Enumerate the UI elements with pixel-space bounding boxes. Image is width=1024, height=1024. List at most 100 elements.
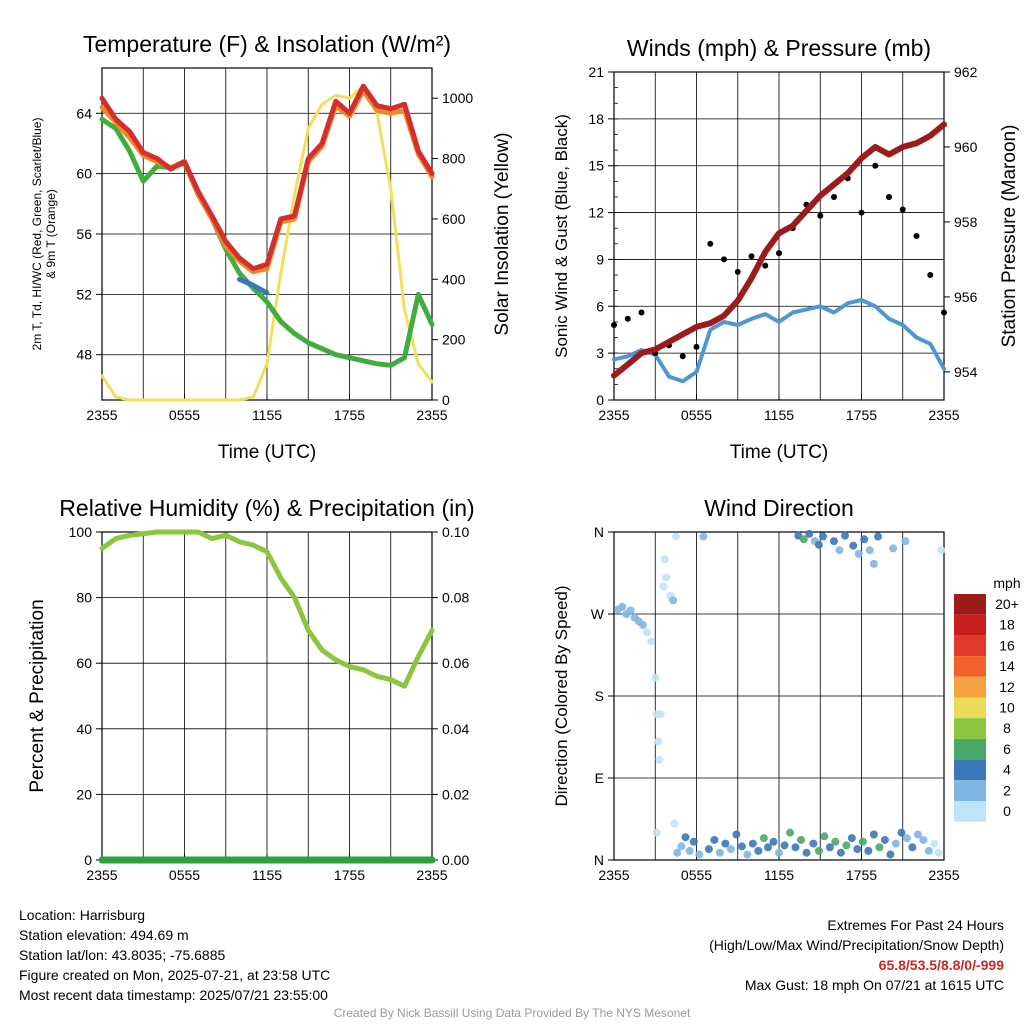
direction-point bbox=[704, 845, 713, 854]
direction-point bbox=[930, 839, 939, 848]
direction-point bbox=[775, 848, 783, 857]
direction-point bbox=[937, 546, 946, 555]
direction-point bbox=[814, 846, 823, 855]
direction-point bbox=[875, 843, 884, 852]
colorbar-label: 2 bbox=[1003, 782, 1011, 798]
direction-point bbox=[819, 532, 827, 541]
winds-y2-tick-label: 956 bbox=[954, 289, 978, 305]
direction-point bbox=[670, 819, 679, 828]
winds-gust-point bbox=[638, 309, 645, 316]
direction-title: Wind Direction bbox=[704, 495, 854, 521]
humidity-y-tick-label: 40 bbox=[76, 721, 92, 737]
created-text: Figure created on Mon, 2025-07-21, at 23… bbox=[19, 967, 331, 983]
temperature-y2-tick-label: 200 bbox=[442, 332, 466, 348]
humidity-x-tick-label: 2355 bbox=[86, 867, 117, 883]
direction-point bbox=[897, 828, 906, 837]
extremes-values: 65.8/53.5/8.8/0/-999 bbox=[878, 957, 1004, 973]
direction-point bbox=[891, 839, 900, 848]
humidity-y2-tick-label: 0.00 bbox=[442, 852, 469, 868]
colorbar-label: 18 bbox=[999, 617, 1015, 633]
temperature-y2-tick-label: 1000 bbox=[442, 90, 473, 106]
direction-point bbox=[652, 828, 661, 837]
direction-point bbox=[854, 549, 863, 558]
direction-point bbox=[919, 835, 928, 844]
direction-point bbox=[695, 850, 704, 859]
temperature-x-tick-label: 0555 bbox=[169, 407, 200, 423]
winds-gust-point bbox=[624, 315, 631, 322]
direction-point bbox=[835, 546, 844, 555]
direction-y-tick-label: N bbox=[594, 524, 604, 540]
direction-point bbox=[799, 535, 808, 544]
direction-point bbox=[825, 843, 834, 852]
winds-gust-point bbox=[611, 322, 617, 329]
temperature-y-tick-label: 48 bbox=[76, 347, 92, 363]
winds-y-label: Sonic Wind & Gust (Blue, Black) bbox=[552, 114, 571, 358]
direction-point bbox=[647, 637, 656, 646]
latlon-text: Station lat/lon: 43.8035; -75.6885 bbox=[19, 947, 226, 963]
temperature-x-tick-label: 1755 bbox=[334, 407, 365, 423]
temperature-y2-tick-label: 0 bbox=[442, 392, 450, 408]
colorbar-label: 0 bbox=[1003, 803, 1011, 819]
direction-point bbox=[743, 850, 752, 859]
colorbar-label: 12 bbox=[999, 679, 1015, 695]
winds-y-tick-label: 12 bbox=[588, 205, 604, 221]
winds-series-station-pressure bbox=[611, 121, 947, 379]
winds-x-tick-label: 0555 bbox=[681, 407, 712, 423]
direction-point bbox=[831, 837, 840, 846]
recent-data-text: Most recent data timestamp: 2025/07/21 2… bbox=[19, 987, 328, 1003]
direction-point bbox=[638, 620, 647, 629]
direction-point bbox=[809, 839, 818, 848]
temperature-y-tick-label: 56 bbox=[76, 226, 92, 242]
winds-gust-point bbox=[693, 343, 700, 350]
colorbar-swatch bbox=[954, 759, 986, 781]
direction-point bbox=[654, 737, 662, 746]
direction-point bbox=[880, 835, 889, 844]
humidity-series-relative-humidity bbox=[99, 529, 435, 689]
winds-y-tick-label: 21 bbox=[588, 64, 604, 80]
direction-point bbox=[836, 848, 845, 857]
humidity-x-tick-label: 1755 bbox=[334, 867, 365, 883]
direction-point bbox=[841, 531, 849, 540]
extremes-panel: Extremes For Past 24 Hours (High/Low/Max… bbox=[709, 915, 1004, 995]
direction-point bbox=[677, 842, 686, 851]
direction-point bbox=[759, 834, 768, 843]
direction-point bbox=[814, 540, 823, 549]
temperature-series-2m-t bbox=[99, 83, 435, 272]
direction-point bbox=[924, 846, 933, 855]
direction-point bbox=[889, 544, 898, 553]
direction-point bbox=[764, 843, 772, 852]
direction-x-tick-label: 2355 bbox=[598, 867, 629, 883]
direction-y-tick-label: E bbox=[595, 770, 604, 786]
winds-gust-point bbox=[721, 256, 727, 263]
direction-point bbox=[626, 606, 635, 615]
winds-gust-point bbox=[748, 253, 755, 260]
direction-point bbox=[660, 555, 669, 564]
temperature-title: Temperature (F) & Insolation (W/m²) bbox=[83, 31, 451, 57]
colorbar-swatch bbox=[954, 594, 986, 615]
winds-gust-point bbox=[941, 309, 947, 316]
direction-point bbox=[901, 537, 910, 546]
direction-point bbox=[671, 532, 680, 541]
direction-point bbox=[656, 710, 665, 719]
temperature-y2-tick-label: 800 bbox=[442, 151, 466, 167]
colorbar-swatch bbox=[954, 780, 986, 801]
location-text: Location: Harrisburg bbox=[19, 907, 146, 923]
winds-x-tick-label: 1155 bbox=[764, 407, 794, 423]
humidity-y-tick-label: 60 bbox=[76, 655, 92, 671]
colorbar-swatch bbox=[954, 635, 986, 657]
winds-y-tick-label: 3 bbox=[596, 345, 604, 361]
temperature-x-tick-label: 1155 bbox=[252, 407, 282, 423]
winds-x-label: Time (UTC) bbox=[730, 442, 829, 463]
temperature-y-label-line2: & 9m T (Orange) bbox=[44, 189, 58, 279]
direction-point bbox=[681, 833, 690, 842]
direction-point bbox=[726, 845, 735, 854]
colorbar-title: mph bbox=[993, 575, 1020, 591]
winds-gust-point bbox=[707, 240, 714, 247]
temperature-y2-tick-label: 400 bbox=[442, 271, 466, 287]
winds-y2-tick-label: 954 bbox=[954, 364, 978, 380]
direction-point bbox=[748, 839, 757, 848]
direction-point bbox=[849, 541, 858, 550]
direction-point bbox=[820, 832, 829, 841]
winds-y-tick-label: 6 bbox=[596, 298, 604, 314]
direction-point bbox=[699, 532, 708, 541]
